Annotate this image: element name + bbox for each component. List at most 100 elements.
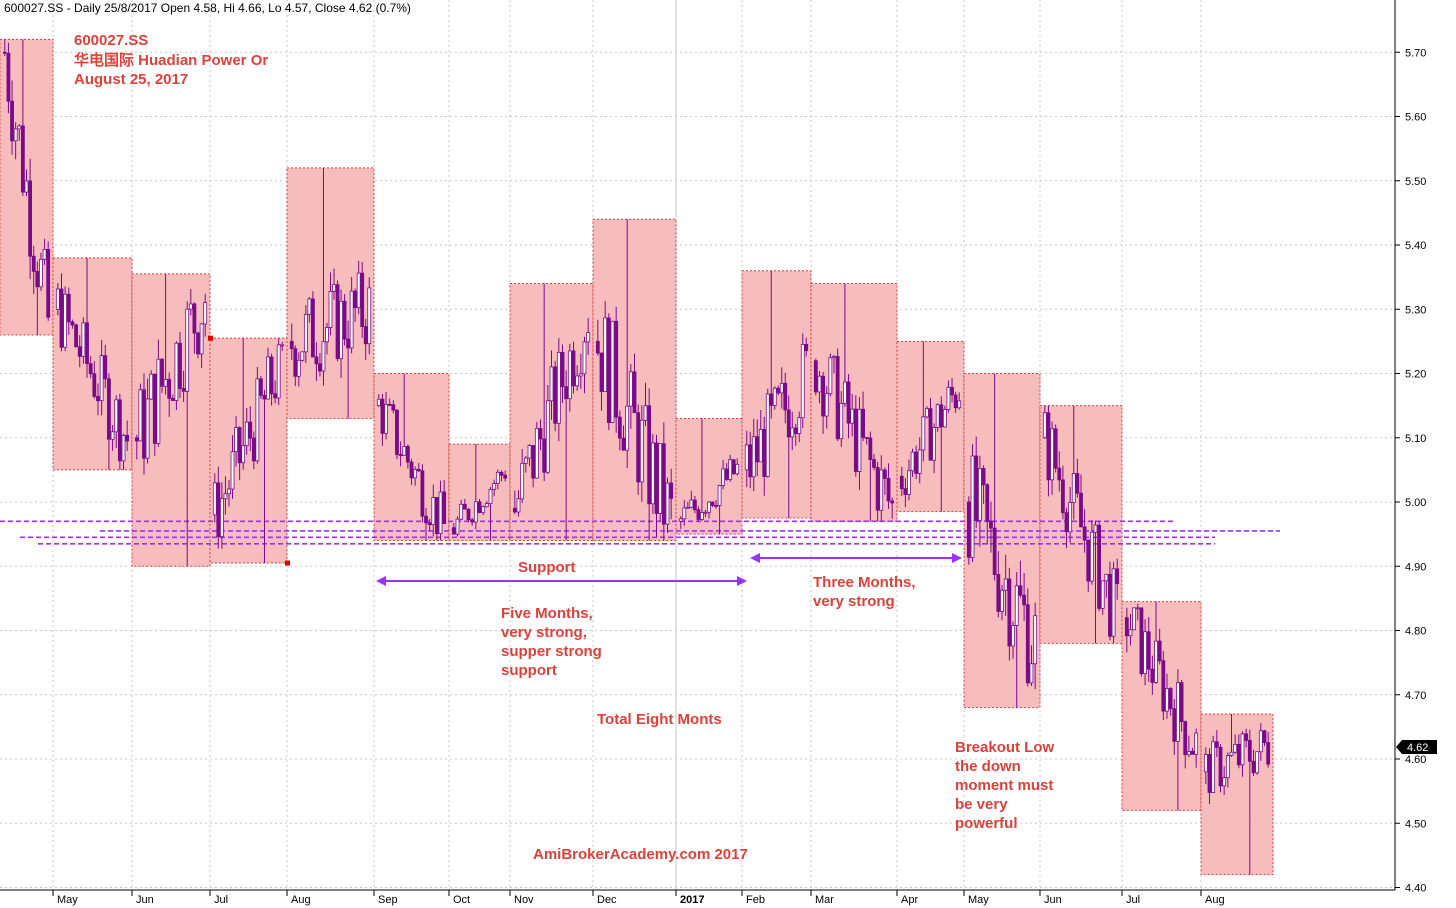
y-tick-label-4: 4.80: [1405, 626, 1426, 638]
candle-body-197: [772, 387, 777, 406]
y-tick-label-9: 5.30: [1405, 304, 1426, 316]
candle-body-296: [1161, 660, 1166, 712]
candle-body-259: [1014, 585, 1019, 626]
candle-body-19: [77, 346, 82, 357]
candle-body-235: [921, 416, 926, 451]
candle-body-42: [167, 379, 172, 399]
candle-body-80: [314, 356, 319, 365]
arrow-three-months: [750, 553, 962, 563]
candle-body-8: [31, 255, 36, 272]
candle-body-270: [1061, 479, 1065, 514]
candle-body-35: [142, 389, 146, 459]
candle-body-269: [1057, 467, 1062, 481]
candle-body-178: [700, 512, 704, 520]
candle-body-40: [160, 358, 164, 387]
candle-body-201: [786, 409, 791, 438]
candle-body-173: [682, 507, 687, 520]
candle-body-240: [939, 404, 944, 428]
breakout-line-1: Breakout Low: [955, 739, 1055, 756]
candle-body-233: [914, 451, 919, 474]
candle-body-282: [1104, 573, 1109, 582]
candle-body-64: [251, 437, 256, 462]
candle-body-119: [466, 508, 471, 521]
candle-body-159: [625, 405, 630, 451]
candle-body-167: [654, 442, 659, 514]
candle-body-75: [296, 359, 301, 377]
candle-body-50: [196, 332, 200, 355]
candle-body-207: [813, 360, 818, 393]
candle-body-79: [310, 298, 315, 358]
candle-body-153: [603, 317, 608, 392]
candle-body-110: [427, 522, 432, 526]
candle-body-276: [1082, 526, 1087, 541]
candle-body-297: [1165, 688, 1169, 712]
candle-body-103: [402, 446, 407, 456]
candle-body-146: [571, 350, 576, 387]
candle-body-9: [35, 270, 40, 288]
arrow-five-months: [376, 576, 747, 586]
candle-body-48: [188, 303, 193, 310]
candle-body-87: [339, 300, 343, 360]
chart-header: 600027.SS - Daily 25/8/2017 Open 4.58, H…: [4, 1, 411, 15]
candle-body-43: [170, 397, 175, 401]
candle-body-107: [416, 468, 421, 472]
candle-body-306: [1203, 754, 1208, 773]
candle-body-155: [610, 320, 615, 423]
candle-body-132: [520, 462, 525, 500]
x-tick-label-10: Mar: [815, 894, 834, 906]
candle-body-71: [276, 344, 281, 399]
candle-body-250: [981, 468, 986, 486]
y-tick-label-11: 5.50: [1405, 176, 1426, 188]
candle-body-237: [928, 408, 933, 461]
candle-body-116: [455, 518, 460, 535]
candle-body-262: [1025, 604, 1030, 684]
candle-body-125: [488, 488, 493, 504]
candle-body-88: [342, 300, 347, 340]
candle-body-182: [714, 505, 718, 507]
candle-body-289: [1135, 607, 1140, 610]
y-axis: 4.40 4.50 4.60 4.70 4.80 4.90 5.00 5.10 5.20 5.30…: [1394, 0, 1426, 895]
x-tick-label-0: May: [57, 894, 78, 906]
candle-body-256: [1003, 578, 1008, 591]
x-tick-label-14: Jul: [1126, 894, 1140, 906]
candle-body-304: [1190, 750, 1195, 755]
x-tick-label-8: 2017: [680, 894, 704, 906]
candle-body-59: [234, 427, 238, 453]
candle-body-295: [1157, 640, 1162, 662]
monthly-range-boxes: [0, 38, 1274, 876]
candle-body-143: [560, 352, 565, 388]
candle-body-141: [553, 366, 558, 424]
candle-body-99: [387, 403, 392, 406]
candle-body-149: [582, 341, 587, 375]
candle-body-217: [850, 408, 855, 424]
candle-body-84: [328, 290, 333, 328]
candle-body-205: [800, 344, 805, 419]
candle-body-168: [658, 443, 663, 514]
candle-body-198: [776, 387, 781, 394]
candle-body-190: [748, 444, 753, 478]
candle-body-105: [409, 461, 414, 479]
candle-body-25: [99, 355, 104, 402]
candle-body-29: [114, 399, 119, 433]
last-price-tag: 4.62: [1396, 740, 1437, 754]
candle-body-264: [1033, 615, 1038, 665]
candle-body-55: [219, 498, 224, 538]
candle-body-112: [435, 496, 439, 534]
candle-body-94: [363, 326, 368, 345]
candle-body-5: [20, 125, 25, 193]
candle-body-208: [817, 375, 822, 393]
candle-body-166: [650, 442, 655, 505]
candle-body-0: [2, 51, 7, 54]
total-label: Total Eight Monts: [597, 711, 722, 728]
x-tick-label-9: Feb: [746, 894, 765, 906]
candle-body-203: [793, 427, 798, 434]
candle-body-108: [420, 470, 425, 517]
candle-body-57: [227, 488, 231, 495]
candle-body-31: [121, 434, 126, 462]
candle-body-239: [935, 404, 940, 428]
candle-body-115: [451, 527, 456, 535]
candle-body-311: [1222, 777, 1227, 787]
candle-body-308: [1211, 741, 1216, 793]
candle-body-150: [586, 332, 591, 343]
candle-body-68: [266, 356, 270, 400]
